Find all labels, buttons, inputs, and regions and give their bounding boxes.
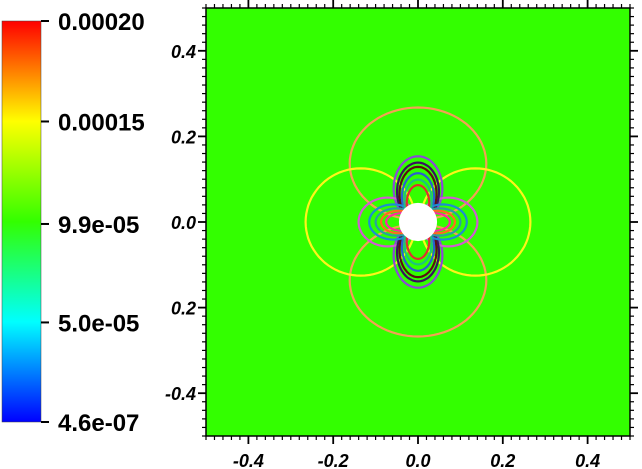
x-tick-label: -0.2 [318,451,349,469]
x-tick-label: 0.0 [405,451,430,469]
x-tick-label: 0.2 [490,451,515,469]
y-tick-label: 0.4 [171,42,196,62]
contour-line [398,165,438,279]
colorbar [1,20,42,423]
y-tick-label: -0.4 [165,384,196,404]
contour-line [304,167,532,277]
colorbar-label: 0.00020 [58,9,145,36]
x-tick-label: -0.4 [233,451,264,469]
colorbar-label: 5.0e-05 [58,310,139,337]
colorbar-label: 0.00015 [58,109,145,136]
y-tick-label: 0.2 [171,299,196,319]
cylinder-hole [398,202,438,242]
y-tick-label: 0.0 [171,213,196,233]
axis-ticks [198,0,638,444]
colorbar-labels: 0.00020 0.00015 9.9e-05 5.0e-05 4.6e-07 [41,9,145,437]
x-tick-label: 0.4 [575,451,600,469]
y-tick-label: 0.2 [171,127,196,147]
y-axis-tick-labels: 0.4 0.2 0.0 0.2 -0.4 [165,42,196,404]
colorbar-label: 4.6e-07 [58,410,139,437]
colorbar-label: 9.9e-05 [58,212,139,239]
x-axis-tick-labels: -0.4 -0.2 0.0 0.2 0.4 [233,451,600,469]
contour-line [348,106,488,338]
